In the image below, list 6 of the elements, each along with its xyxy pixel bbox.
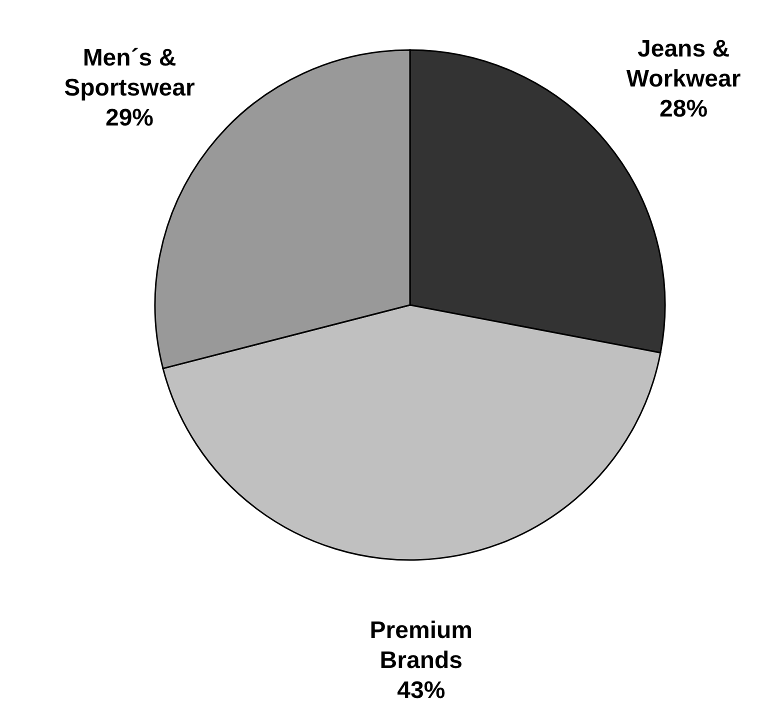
data-label: 29% [105,104,154,131]
data-label: 28% [660,95,708,122]
data-label: 43% [397,676,446,704]
slice-label: Premium Brands [370,616,472,674]
slice-label: Men´s & Sportswear [64,44,195,101]
slice-label: Jeans & Workwear [626,35,741,92]
